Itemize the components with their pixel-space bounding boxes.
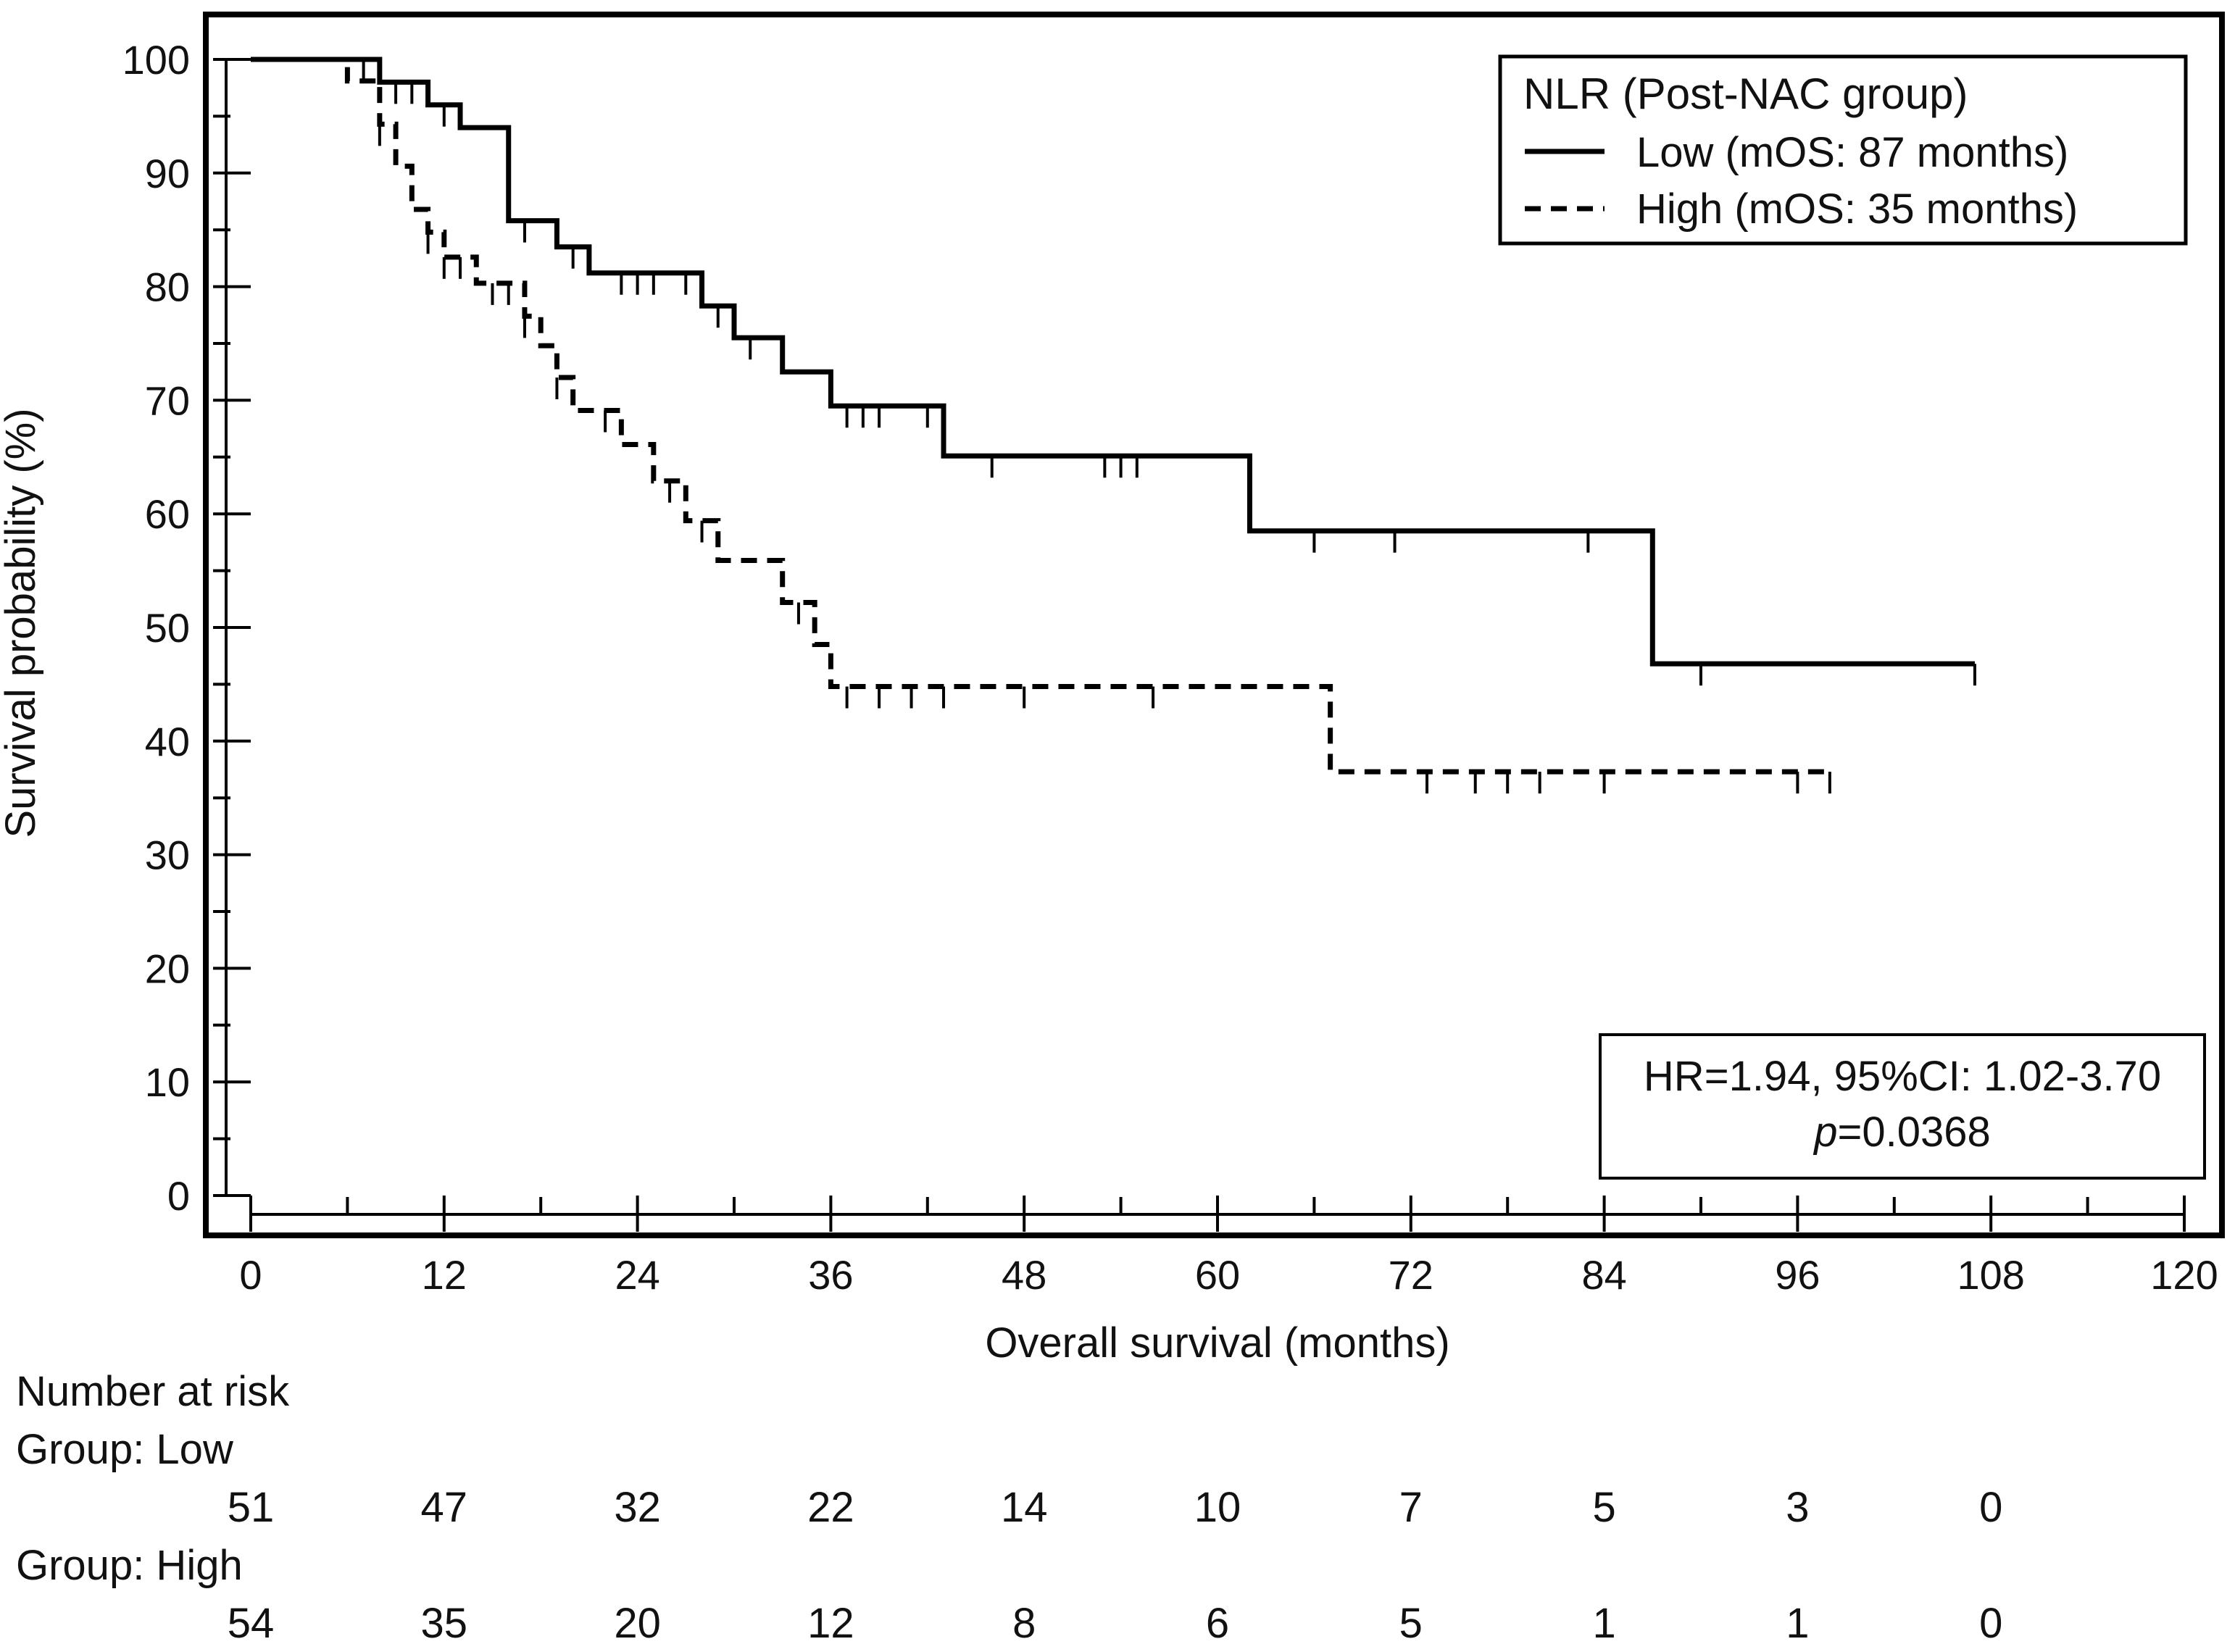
y-tick-label: 90	[145, 151, 190, 196]
risk-row-low: 51 47 32 22 14 10 7 5 3 0	[228, 1484, 2003, 1531]
hazard-ratio-text: HR=1.94, 95%CI: 1.02-3.70	[1644, 1053, 2161, 1100]
risk-count: 35	[421, 1600, 468, 1647]
y-tick-label: 70	[145, 377, 190, 423]
x-axis: 0 12 24 36 48 60 72 84 96 108 120	[239, 1196, 2218, 1298]
y-tick-label: 20	[145, 946, 190, 991]
x-tick-label: 24	[615, 1252, 659, 1298]
x-tick-label: 120	[2150, 1252, 2218, 1298]
x-tick-label: 84	[1581, 1252, 1626, 1298]
risk-count: 3	[1786, 1484, 1809, 1531]
risk-count: 7	[1399, 1484, 1423, 1531]
curve-high	[251, 57, 1830, 775]
risk-table: Number at risk Group: Low 51 47 32 22 14 10 7 5…	[16, 1368, 2002, 1647]
x-tick-label: 0	[239, 1252, 262, 1298]
legend-title: NLR (Post-NAC group)	[1523, 70, 1968, 118]
risk-count: 5	[1592, 1484, 1615, 1531]
stats-annotation: HR=1.94, 95%CI: 1.02-3.70 p=0.0368	[1599, 1033, 2206, 1180]
survival-curves	[251, 57, 1976, 794]
legend: NLR (Post-NAC group) Low (mOS: 87 months…	[1498, 54, 2188, 246]
risk-group-label-low: Group: Low	[16, 1426, 234, 1473]
x-axis-title: Overall survival (months)	[985, 1319, 1449, 1367]
risk-count: 47	[421, 1484, 468, 1531]
x-tick-label: 96	[1775, 1252, 1820, 1298]
risk-row-high: 54 35 20 12 8 6 5 1 1 0	[228, 1600, 2003, 1647]
legend-box	[1498, 54, 2188, 246]
risk-count: 5	[1399, 1600, 1423, 1647]
risk-count: 51	[228, 1484, 275, 1531]
risk-table-header: Number at risk	[16, 1368, 290, 1415]
risk-count: 22	[807, 1484, 854, 1531]
risk-count: 0	[1979, 1484, 2002, 1531]
y-tick-label: 40	[145, 719, 190, 764]
x-tick-label: 72	[1389, 1252, 1433, 1298]
y-axis: 0 10 20 30 40 50 60 70 80 90 100	[122, 37, 251, 1219]
risk-count: 12	[807, 1600, 854, 1647]
p-symbol: p	[1812, 1109, 1837, 1156]
y-tick-label: 80	[145, 264, 190, 310]
risk-count: 20	[614, 1600, 661, 1647]
y-tick-label: 0	[167, 1173, 190, 1219]
x-tick-label: 108	[1957, 1252, 2024, 1298]
p-value: =0.0368	[1837, 1109, 1990, 1156]
x-tick-label: 48	[1002, 1252, 1046, 1298]
legend-label-low: Low (mOS: 87 months)	[1636, 129, 2068, 176]
risk-count: 8	[1012, 1600, 1036, 1647]
p-value-text: p=0.0368	[1812, 1109, 1991, 1156]
risk-count: 0	[1979, 1600, 2002, 1647]
risk-count: 32	[614, 1484, 661, 1531]
stats-box	[1599, 1033, 2206, 1180]
x-tick-label: 60	[1195, 1252, 1240, 1298]
y-tick-label: 30	[145, 833, 190, 878]
risk-count: 54	[228, 1600, 275, 1647]
y-tick-label: 50	[145, 605, 190, 651]
risk-count: 14	[1001, 1484, 1048, 1531]
risk-count: 1	[1592, 1600, 1615, 1647]
plot-frame	[203, 12, 2225, 1238]
risk-count: 10	[1194, 1484, 1241, 1531]
risk-count: 6	[1206, 1600, 1229, 1647]
risk-group-label-high: Group: High	[16, 1542, 243, 1589]
risk-count: 1	[1786, 1600, 1809, 1647]
x-tick-label: 36	[808, 1252, 853, 1298]
legend-label-high: High (mOS: 35 months)	[1636, 185, 2078, 233]
y-tick-label: 10	[145, 1059, 190, 1105]
y-tick-label: 100	[122, 37, 190, 83]
x-tick-label: 12	[422, 1252, 467, 1298]
y-axis-title: Survival probability (%)	[0, 408, 44, 838]
y-tick-label: 60	[145, 491, 190, 537]
